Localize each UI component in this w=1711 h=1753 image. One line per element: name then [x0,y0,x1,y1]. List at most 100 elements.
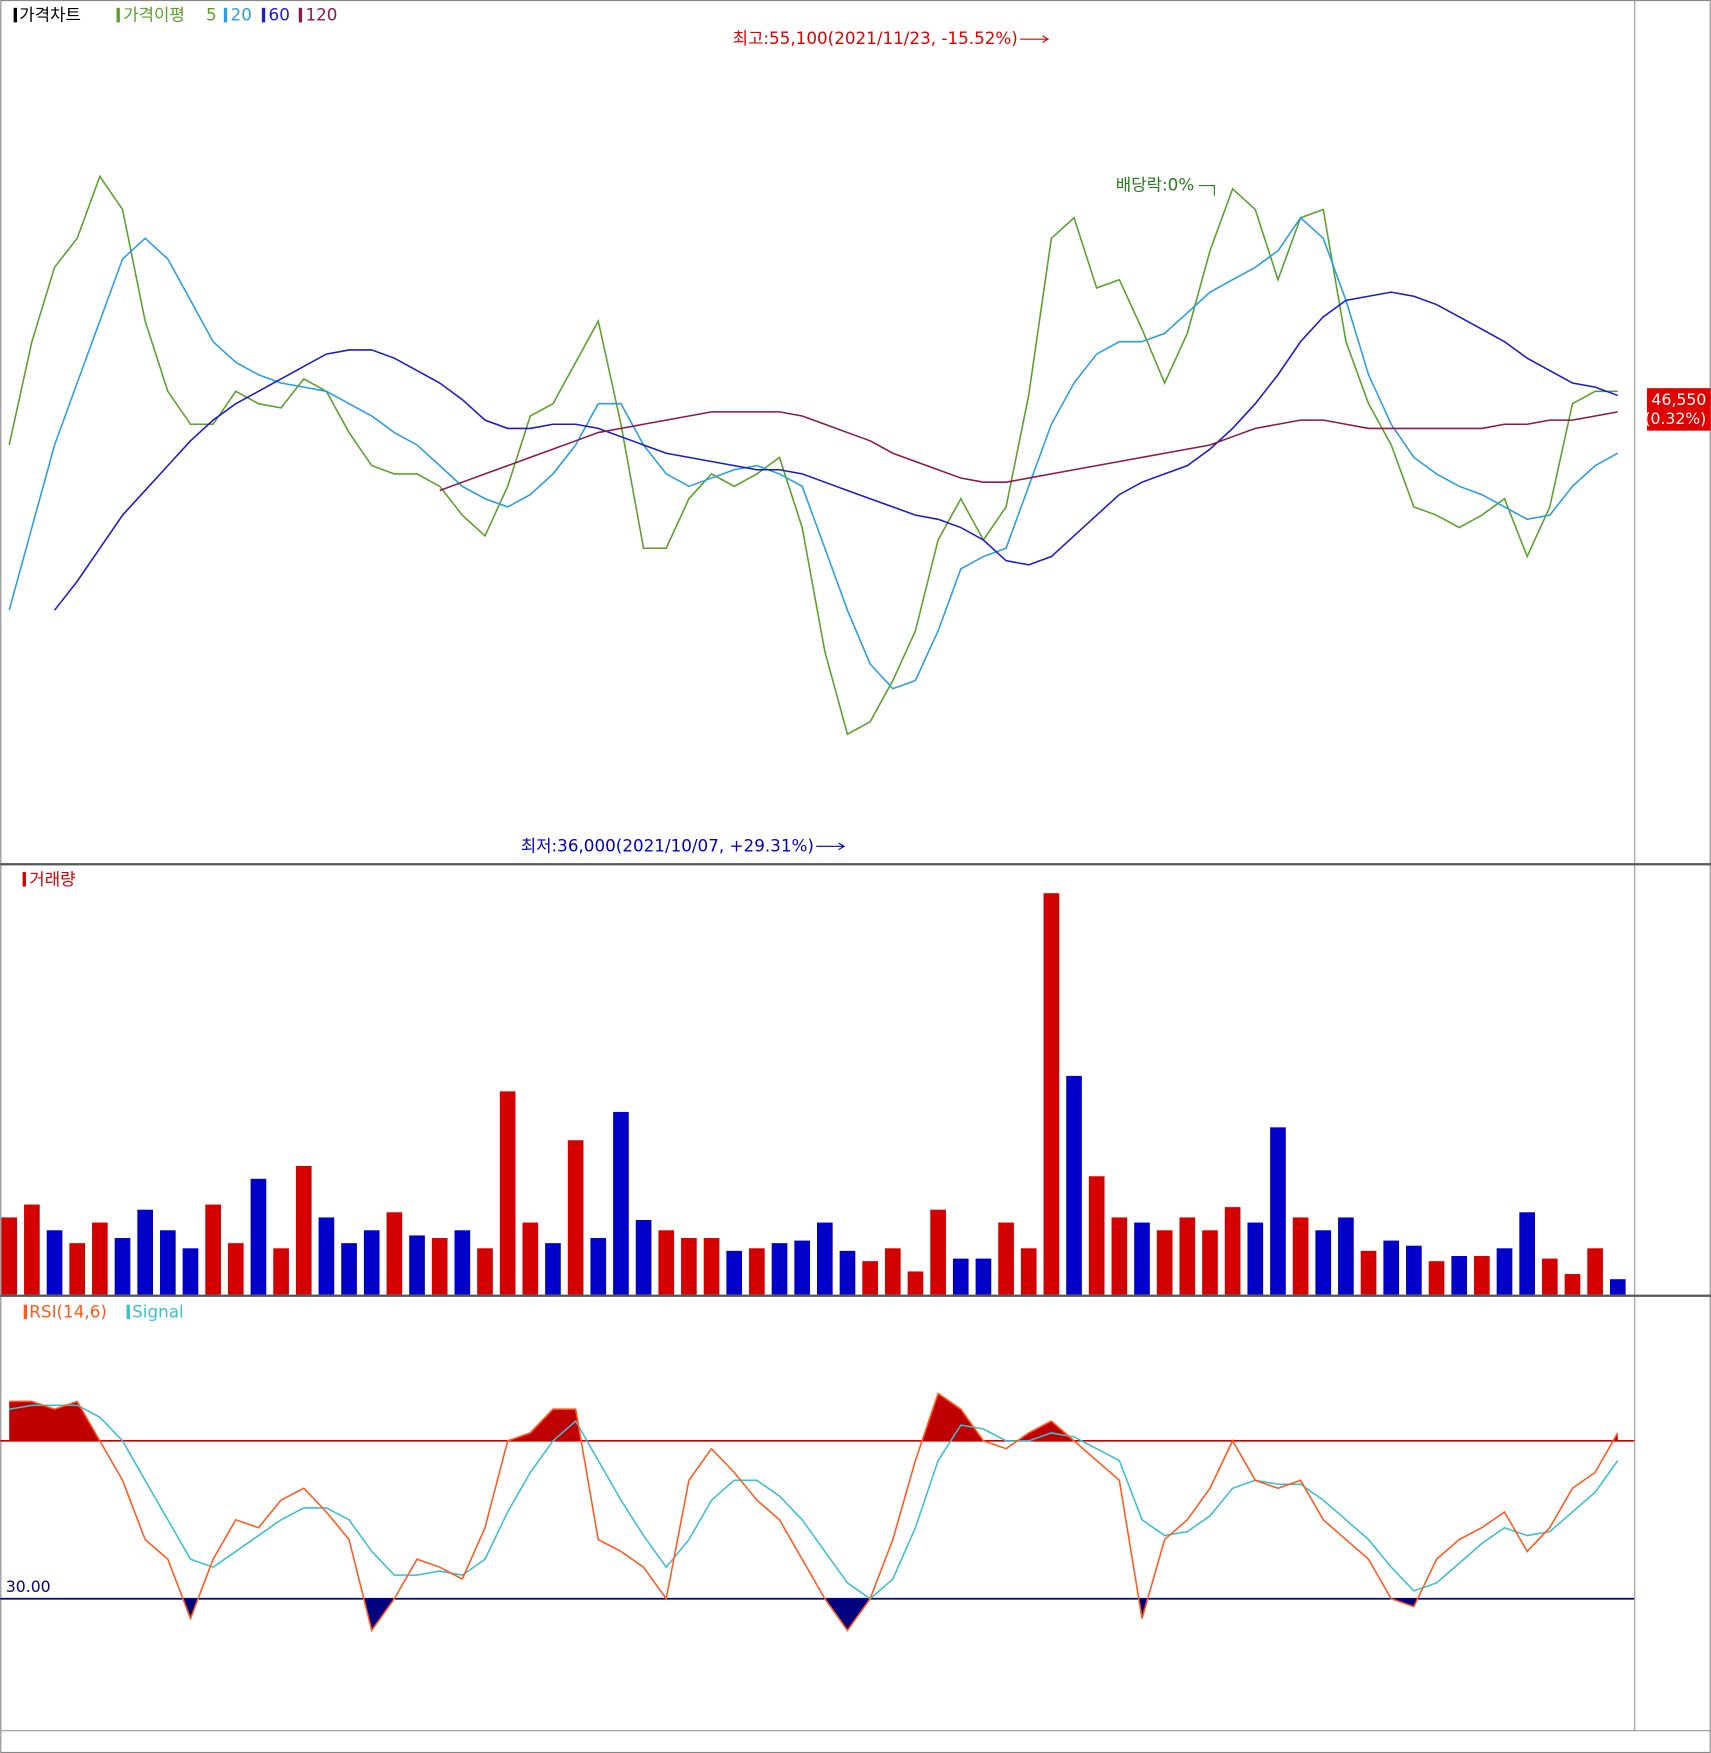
legend-entry: 120 [305,5,337,25]
legend-swatch [223,7,228,23]
volume-bar [69,1243,86,1295]
volume-bar [341,1243,357,1295]
volume-bar [681,1238,697,1295]
volume-bar [250,1178,267,1295]
volume-bar [1360,1250,1377,1295]
last-price-box [1647,388,1711,431]
volume-bar [1179,1217,1196,1295]
volume-bar [1541,1258,1558,1295]
volume-bar [1088,1176,1105,1295]
volume-bar [227,1243,244,1295]
legend-swatch [23,1304,28,1320]
volume-bar [907,1271,924,1295]
moving-average [8,174,1618,736]
legend-entry: 20 [231,5,252,25]
volume-bar [590,1238,607,1295]
legend-entry: Signal [132,1302,183,1322]
legend-swatch [126,1304,130,1320]
volume-bar [318,1217,335,1295]
volume-bar [46,1230,63,1295]
last-change: (0.32%) [1644,409,1706,428]
legend-entry: 60 [269,5,290,25]
volume-bar [137,1209,153,1295]
volume-bar [1270,1127,1286,1295]
volume-bar [839,1250,856,1295]
volume-bar [1474,1256,1490,1295]
volume-bar [1383,1240,1400,1295]
volume-bar [363,1230,380,1295]
moving-average [439,411,1618,492]
volume-bar [794,1240,810,1295]
labels: 가격차트 가격이평 거래량 배당락:0% 5 20 60 120 최고:55,100(2… [6,5,1711,1596]
volume-bar [884,1248,901,1295]
volume-bar [1043,893,1060,1295]
legend-swatch [116,7,120,23]
high-annotation: 최고:55,100(2021/11/23, -15.52%) [733,28,1018,48]
volume-bar [613,1111,629,1295]
volume-bar [273,1248,289,1295]
moving-average [53,291,1619,611]
volume-bar [1066,1075,1082,1295]
volume-bar [1134,1222,1150,1295]
volume-bar [1020,1248,1037,1295]
volume-bar [477,1248,493,1295]
volume-bar [431,1238,448,1295]
volume-bar [930,1209,946,1295]
legend-swatch [261,7,266,23]
volume-bar [567,1140,584,1295]
last-price: 46,550 [1652,390,1707,409]
volume-bar [92,1222,108,1295]
annotation-arrow [816,842,846,851]
annotation-arrow [1020,35,1050,43]
volume-bar [1406,1245,1422,1295]
volume-bar [1428,1261,1445,1295]
volume-bar [726,1250,743,1295]
volume-bar [1587,1248,1603,1295]
volume-bar [749,1248,765,1295]
volume-bar [1451,1256,1468,1295]
volume-bar [522,1222,539,1295]
panel-title: 거래량 [29,869,75,889]
volume-bar [817,1222,833,1295]
volume-bar [295,1165,312,1295]
legend-entry: 5 [206,5,217,25]
volume-bar [1,1217,18,1295]
rsi-line [9,1404,1619,1600]
volume-bar [114,1238,131,1295]
volume-bar [1519,1212,1535,1295]
volume-bar [1609,1279,1626,1295]
legend-swatch [13,7,18,23]
volume-bar [1496,1248,1513,1295]
volume-bar [1338,1217,1354,1295]
legend-swatch [298,7,303,23]
rsi-line [9,1392,1619,1633]
volume-bar [24,1204,40,1295]
volume-bar [1202,1230,1218,1295]
volume-bar [1315,1230,1332,1295]
volume-bar [635,1220,652,1295]
volume-bar [409,1235,425,1295]
volume-bar [998,1222,1014,1295]
volume-bar [1224,1207,1241,1295]
lower-level-label: 30.00 [6,1577,51,1596]
legend-swatch [22,872,26,887]
volume-bar [1247,1222,1264,1295]
panel-title: 가격차트 [19,5,81,25]
ma-title: 가격이평 [123,5,185,25]
annotation-arrow [1198,185,1215,196]
volume-bar [1156,1230,1173,1295]
volume-bar [159,1230,176,1295]
plot [0,174,1635,1633]
volume-bar [182,1248,199,1295]
volume-bar [862,1261,878,1295]
legend-entry: RSI(14,6) [29,1302,107,1322]
volume-bar [658,1230,675,1295]
volume-bar [1111,1217,1128,1295]
volume-bar [454,1230,471,1295]
volume-bar [952,1258,969,1295]
volume-bar [1564,1274,1581,1295]
volume-bar [703,1238,720,1295]
dividend-annotation: 배당락:0% [1116,175,1194,195]
